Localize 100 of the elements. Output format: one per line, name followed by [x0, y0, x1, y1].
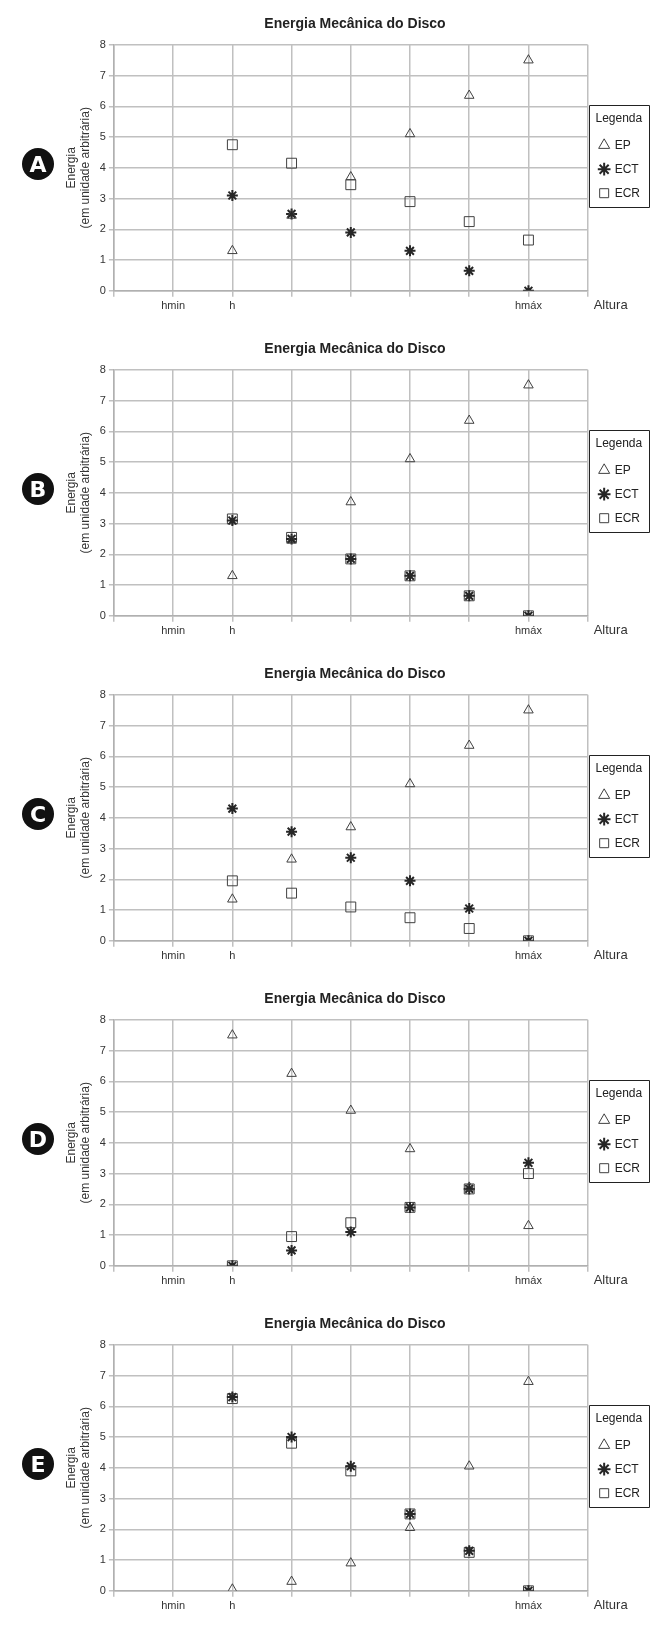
text: C	[22, 798, 54, 830]
text: B	[22, 473, 54, 505]
legend-label: ECR	[614, 1485, 641, 1500]
y-tick-label: 0	[99, 1583, 106, 1596]
point	[404, 1521, 416, 1532]
legend-label: ECR	[614, 510, 641, 525]
legend-title: Legenda	[595, 111, 643, 126]
text: A	[22, 148, 54, 180]
x-tick-label: hmáx	[514, 949, 543, 962]
y-tick-label: 3	[99, 516, 106, 529]
point	[462, 264, 476, 278]
x-tick-label: h	[229, 624, 236, 637]
y-axis-title: Energia (em unidade arbitrária)	[63, 1082, 92, 1204]
y-tick-label: 8	[99, 1337, 106, 1350]
point	[345, 1557, 357, 1567]
point	[463, 89, 475, 99]
point	[345, 901, 357, 913]
point	[286, 887, 298, 899]
point	[403, 244, 417, 258]
point	[404, 196, 416, 208]
y-axis-title: Energia (em unidade arbitrária)	[63, 757, 92, 879]
y-tick-label: 6	[99, 1074, 106, 1087]
point	[226, 139, 238, 151]
text: D	[22, 1123, 54, 1155]
x-tick-label: hmáx	[514, 624, 543, 637]
point	[227, 893, 238, 903]
y-tick-label: 0	[99, 283, 106, 296]
x-tick-label: hmin	[161, 1599, 186, 1612]
point	[523, 234, 534, 246]
y-tick-label: 0	[99, 1258, 106, 1271]
y-tick-label: 6	[99, 1399, 106, 1412]
point	[344, 225, 358, 239]
point	[463, 1181, 475, 1191]
x-tick-label: hmin	[161, 299, 186, 312]
x-axis-title: Altura	[593, 1271, 629, 1287]
point	[345, 821, 357, 831]
legend-label: EP	[614, 462, 631, 477]
y-tick-label: 2	[99, 222, 106, 235]
point	[286, 853, 297, 863]
x-tick-label: hmáx	[514, 1599, 543, 1612]
legend-title: Legenda	[595, 1086, 643, 1101]
point	[463, 739, 475, 749]
y-axis-title: Energia (em unidade arbitrária)	[63, 1407, 92, 1529]
y-tick-label: 2	[99, 872, 106, 885]
y-tick-label: 5	[99, 130, 106, 143]
y-axis-title: Energia (em unidade arbitrária)	[63, 432, 92, 554]
point	[286, 1231, 298, 1243]
y-tick-label: 7	[99, 68, 106, 81]
legend-label: ECT	[614, 811, 640, 826]
point	[286, 1067, 297, 1077]
point	[344, 1459, 358, 1473]
point	[226, 875, 238, 887]
legend-label: EP	[614, 137, 631, 152]
y-tick-label: 7	[99, 718, 106, 731]
x-axis-title: Altura	[593, 621, 629, 637]
chart-title: Energia Mecânica do Disco	[264, 1315, 446, 1332]
x-tick-label: hmáx	[514, 299, 543, 312]
point	[285, 1430, 299, 1444]
point	[286, 1575, 297, 1585]
y-tick-label: 7	[99, 1043, 106, 1056]
point	[227, 244, 238, 255]
point	[225, 188, 239, 202]
point	[227, 1029, 238, 1039]
y-tick-label: 4	[99, 810, 106, 823]
point	[344, 1225, 358, 1239]
chart-title: Energia Mecânica do Disco	[264, 990, 446, 1007]
x-axis-title: Altura	[593, 946, 629, 962]
point	[523, 1219, 534, 1230]
legend-label: ECR	[614, 835, 641, 850]
x-tick-label: hmin	[161, 949, 186, 962]
point	[404, 777, 416, 788]
y-tick-label: 3	[99, 1166, 106, 1179]
y-tick-label: 7	[99, 1368, 106, 1381]
y-tick-label: 2	[99, 1197, 106, 1210]
y-tick-label: 1	[99, 1553, 106, 1566]
point	[345, 1104, 357, 1114]
legend-title: Legenda	[595, 761, 643, 776]
point	[523, 54, 534, 64]
x-tick-label: hmin	[161, 624, 186, 637]
y-tick-label: 8	[99, 37, 106, 50]
point	[345, 179, 357, 191]
y-tick-label: 5	[99, 1430, 106, 1443]
point	[344, 851, 358, 865]
y-tick-label: 1	[99, 578, 106, 591]
y-tick-label: 1	[99, 1228, 106, 1241]
point	[404, 127, 416, 138]
y-tick-label: 1	[99, 253, 106, 266]
point	[523, 379, 534, 389]
y-tick-label: 5	[99, 455, 106, 468]
point	[285, 1243, 299, 1257]
x-tick-label: h	[229, 299, 236, 312]
y-tick-label: 8	[99, 362, 106, 375]
y-tick-label: 6	[99, 424, 106, 437]
legend-label: ECR	[614, 1160, 641, 1175]
legend-label: ECT	[614, 1136, 640, 1151]
y-tick-label: 4	[99, 1135, 106, 1148]
y-tick-label: 7	[99, 393, 106, 406]
chart-title: Energia Mecânica do Disco	[264, 15, 446, 32]
y-tick-label: 2	[99, 1522, 106, 1535]
point	[463, 1460, 475, 1470]
